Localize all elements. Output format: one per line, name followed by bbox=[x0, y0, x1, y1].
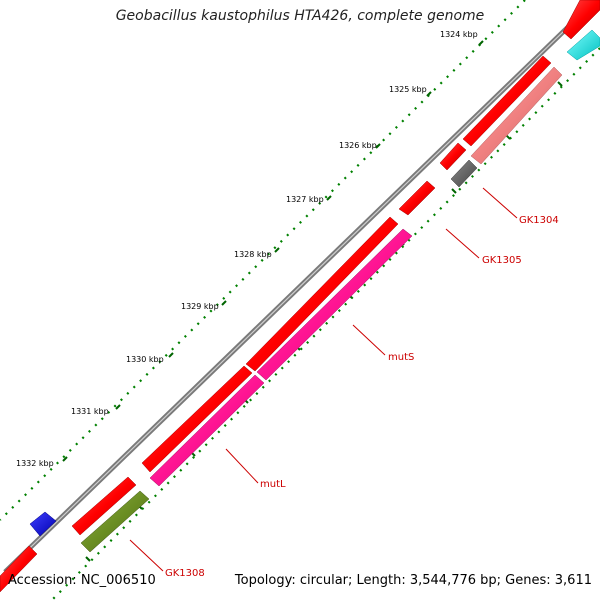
leader-gk1305 bbox=[445, 228, 480, 259]
gene-label-gk1308[interactable]: GK1308 bbox=[165, 568, 205, 579]
leader-gk1308 bbox=[129, 539, 164, 572]
scale-dotted-line bbox=[0, 0, 526, 521]
gene-magenta-arrow[interactable] bbox=[256, 228, 413, 381]
gene-red-arrow[interactable] bbox=[439, 142, 467, 171]
gene-label-gk1305[interactable]: GK1305 bbox=[482, 255, 522, 266]
gene-red-arrow[interactable] bbox=[71, 476, 137, 536]
gene-label-gk1304[interactable]: GK1304 bbox=[519, 215, 559, 226]
scale-tick bbox=[326, 195, 332, 201]
scale-label-1324: 1324 kbp bbox=[440, 30, 478, 39]
gene-label-muts[interactable]: mutS bbox=[388, 352, 414, 363]
scale-tick bbox=[168, 352, 174, 358]
gene-red-arrow-top[interactable] bbox=[562, 0, 600, 40]
gene-salmon-arrow[interactable] bbox=[470, 66, 563, 165]
leader-gk1304 bbox=[482, 187, 518, 219]
gene-magenta-arrow[interactable] bbox=[149, 374, 265, 487]
gene-red-arrow[interactable] bbox=[245, 216, 399, 372]
scale-label-1325: 1325 kbp bbox=[389, 85, 427, 94]
scale-label-1332: 1332 kbp bbox=[16, 459, 54, 468]
scale-marks: 1324 kbp 1325 kbp 1326 kbp 1327 kbp 1328… bbox=[16, 30, 484, 468]
scale-tick bbox=[62, 456, 68, 462]
scale-tick bbox=[375, 143, 381, 149]
scale-label-1330: 1330 kbp bbox=[126, 355, 164, 364]
scale-tick bbox=[478, 40, 484, 46]
scale-tick bbox=[221, 300, 227, 306]
label-leaders bbox=[129, 187, 518, 572]
leader-muts bbox=[352, 324, 386, 356]
scale-label-1327: 1327 kbp bbox=[286, 195, 324, 204]
map-title: Geobacillus kaustophilus HTA426, complet… bbox=[115, 8, 485, 24]
scale-tick bbox=[426, 91, 432, 97]
accession-text: Accession: NC_006510 bbox=[8, 573, 156, 588]
scale-label-1328: 1328 kbp bbox=[234, 250, 272, 259]
gene-red-arrow[interactable] bbox=[0, 545, 38, 593]
genome-summary-text: Topology: circular; Length: 3,544,776 bp… bbox=[234, 573, 592, 588]
gene-red-arrow[interactable] bbox=[398, 180, 436, 216]
scale-label-1331: 1331 kbp bbox=[71, 407, 109, 416]
scale-label-1326: 1326 kbp bbox=[339, 141, 377, 150]
gene-olive-arrow[interactable] bbox=[80, 490, 150, 553]
scale-tick bbox=[274, 247, 280, 253]
gene-label-mutl[interactable]: mutL bbox=[260, 479, 286, 490]
gene-red-arrow[interactable] bbox=[462, 55, 552, 147]
leader-mutl bbox=[225, 448, 259, 484]
gene-cyan-arrow[interactable] bbox=[566, 29, 600, 61]
gene-gray-arrow[interactable] bbox=[450, 159, 478, 188]
scale-tick bbox=[115, 404, 121, 410]
inner-dotted-line bbox=[51, 47, 600, 600]
genome-backbone-highlight bbox=[4, 0, 597, 573]
scale-label-1329: 1329 kbp bbox=[181, 302, 219, 311]
reverse-strand-genes bbox=[80, 29, 600, 553]
gene-red-arrow[interactable] bbox=[141, 365, 253, 473]
gene-blue-arrow[interactable] bbox=[29, 511, 57, 537]
